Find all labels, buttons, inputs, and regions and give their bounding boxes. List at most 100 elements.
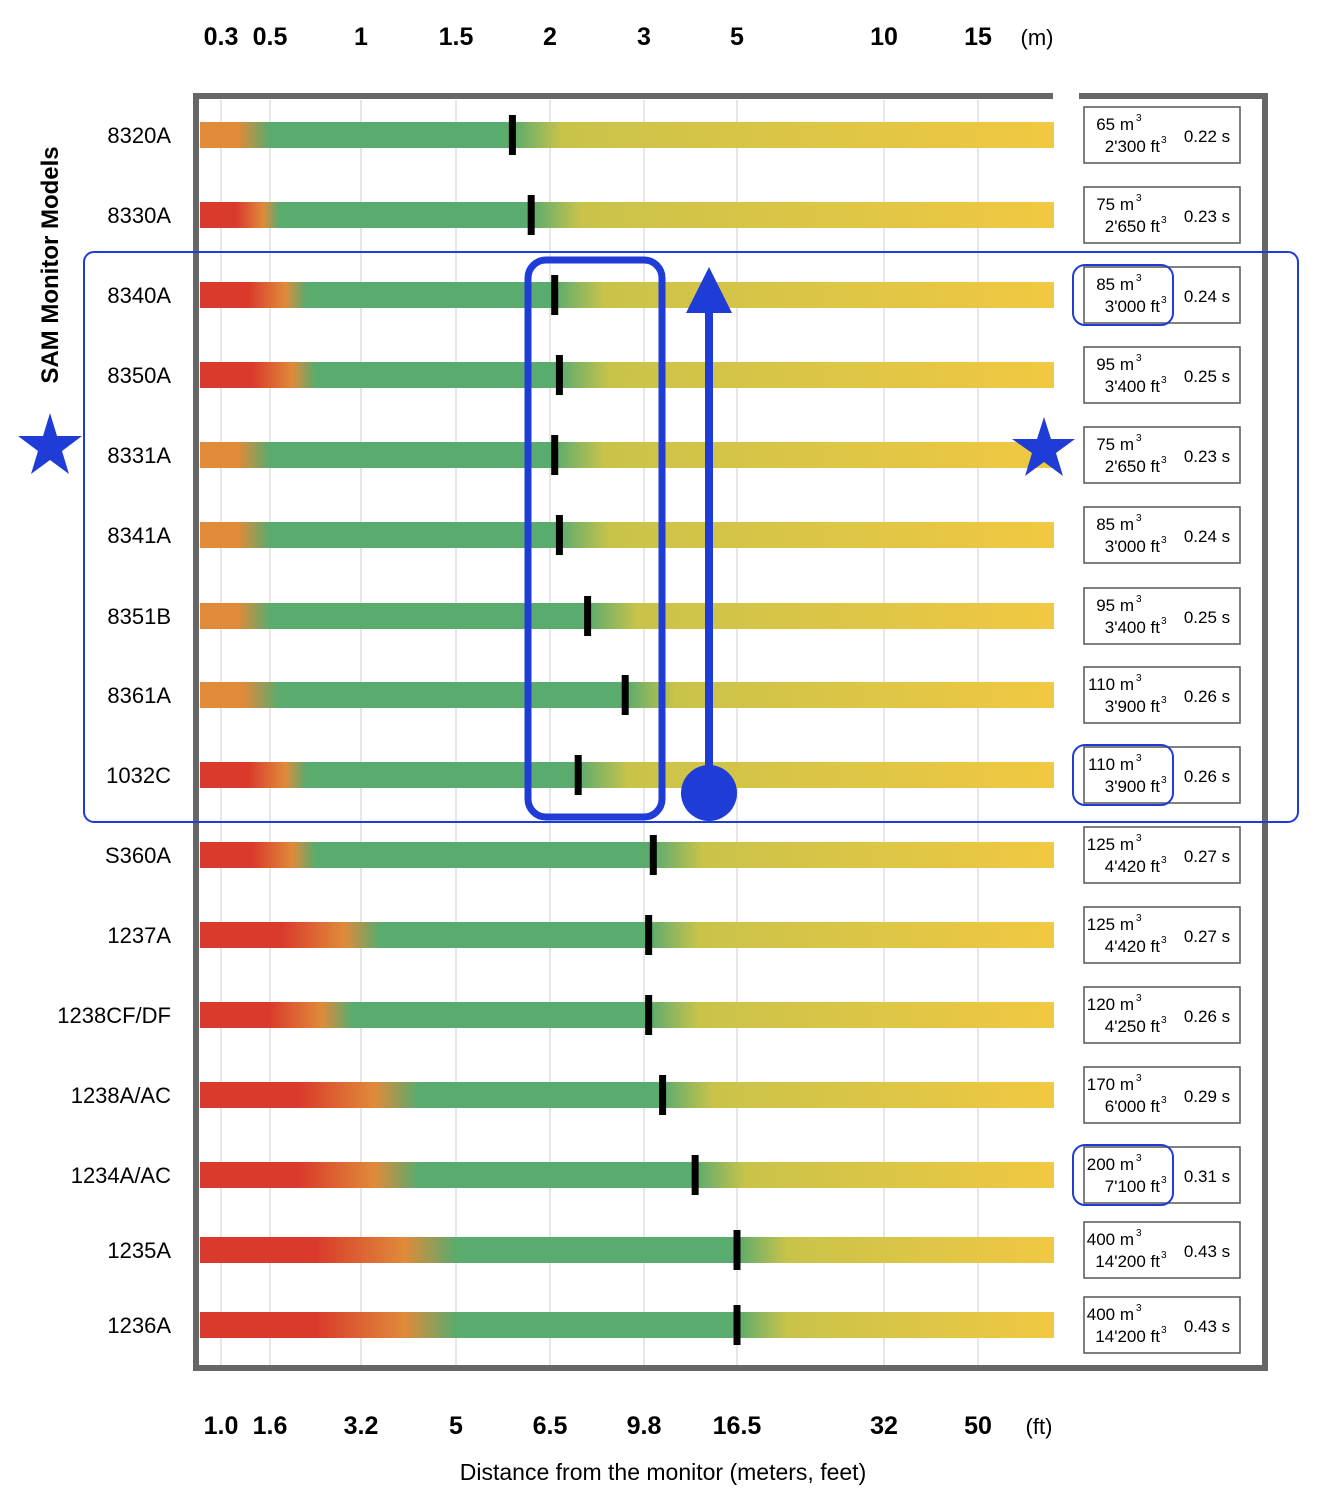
volume-highlight-box <box>1072 1144 1174 1206</box>
bottom-tick-label: 1.0 <box>204 1412 239 1440</box>
bottom-tick-label: 16.5 <box>713 1412 762 1440</box>
model-label: 8361A <box>107 683 171 708</box>
top-tick-label: 3 <box>637 23 651 51</box>
model-label: 8351B <box>107 604 171 629</box>
bottom-tick-label: 50 <box>964 1412 992 1440</box>
chart-frame <box>193 93 1268 1371</box>
cube-superscript: 3 <box>1136 1153 1142 1164</box>
top-tick-label: 15 <box>964 23 992 51</box>
volume-m3: 110 m <box>1088 675 1134 694</box>
cube-superscript: 3 <box>1136 993 1142 1004</box>
volume-highlight-box <box>1072 264 1174 326</box>
distance-bar <box>200 442 1054 468</box>
cube-superscript: 3 <box>1161 135 1167 146</box>
distance-bar <box>200 122 1054 148</box>
top-tick-label: 2 <box>543 23 557 51</box>
model-label: 1234A/AC <box>71 1163 171 1188</box>
distance-bar <box>200 362 1054 388</box>
recommended-distance-marker <box>733 1230 741 1270</box>
spec-box <box>1083 826 1241 884</box>
spec-box <box>1083 106 1241 164</box>
distance-bar <box>200 202 1054 228</box>
decay-time: 0.24 s <box>1184 287 1230 306</box>
cube-superscript: 3 <box>1161 616 1167 627</box>
recommended-distance-marker <box>527 195 535 235</box>
volume-ft3: 7'100 ft <box>1105 1177 1161 1196</box>
distance-bar <box>200 522 1054 548</box>
spec-box <box>1083 587 1241 645</box>
recommended-distance-marker <box>508 115 516 155</box>
recommended-distance-marker <box>551 435 559 475</box>
cube-superscript: 3 <box>1161 295 1167 306</box>
cube-superscript: 3 <box>1161 1250 1167 1261</box>
spec-box <box>1083 906 1241 964</box>
volume-ft3: 3'400 ft <box>1105 377 1161 396</box>
bottom-axis-unit: (ft) <box>1026 1414 1053 1439</box>
volume-m3: 125 m <box>1087 835 1134 854</box>
cube-superscript: 3 <box>1161 1325 1167 1336</box>
bottom-tick-label: 9.8 <box>627 1412 662 1440</box>
distance-bar <box>200 842 1054 868</box>
spec-box <box>1083 1146 1241 1204</box>
cube-superscript: 3 <box>1161 375 1167 386</box>
spec-box <box>1083 506 1241 564</box>
volume-ft3: 3'900 ft <box>1105 777 1161 796</box>
bottom-tick-label: 3.2 <box>344 1412 379 1440</box>
volume-ft3: 2'650 ft <box>1105 457 1161 476</box>
decay-time: 0.25 s <box>1184 608 1230 627</box>
room-volume-specs: 65 m 32'300 ft 3 0.22 s75 m 32'650 ft 3 0.23 s… <box>1072 106 1241 1354</box>
bottom-tick-label: 1.6 <box>253 1412 288 1440</box>
volume-ft3: 4'250 ft <box>1105 1017 1161 1036</box>
arrow-origin-dot <box>681 765 737 821</box>
recommended-distance-marker <box>551 275 559 315</box>
model-label: 1238A/AC <box>71 1083 171 1108</box>
top-tick-label: 1 <box>354 23 368 51</box>
model-label: 1235A <box>107 1238 171 1263</box>
grid-lines <box>220 100 979 1366</box>
cube-superscript: 3 <box>1161 215 1167 226</box>
top-axis-unit: (m) <box>1021 25 1054 50</box>
bottom-tick-label: 5 <box>449 1412 463 1440</box>
top-tick-label: 10 <box>870 23 898 51</box>
model-label: 8331A <box>107 443 171 468</box>
cube-superscript: 3 <box>1161 1095 1167 1106</box>
top-axis-meters: 0.3 0.5 1 1.5 2 3 5 10 15 (m) <box>204 23 1054 51</box>
volume-highlight-box <box>1072 744 1174 806</box>
volume-m3: 400 m <box>1087 1230 1134 1249</box>
cube-superscript: 3 <box>1136 1228 1142 1239</box>
volume-ft3: 3'900 ft <box>1105 697 1161 716</box>
cube-superscript: 3 <box>1136 353 1142 364</box>
cube-superscript: 3 <box>1136 1303 1142 1314</box>
recommended-distance-marker <box>555 355 563 395</box>
recommended-distance-marker <box>645 915 653 955</box>
decay-time: 0.26 s <box>1184 687 1230 706</box>
decay-time: 0.27 s <box>1184 927 1230 946</box>
bottom-axis-feet: 1.0 1.6 3.2 5 6.5 9.8 16.5 32 50 (ft) <box>204 1412 1053 1440</box>
decay-time: 0.22 s <box>1184 127 1230 146</box>
distance-bar <box>200 922 1054 948</box>
cube-superscript: 3 <box>1136 1073 1142 1084</box>
decay-time: 0.31 s <box>1184 1167 1230 1186</box>
volume-m3: 110 m <box>1088 755 1134 774</box>
recommended-distance-marker <box>621 675 629 715</box>
bottom-tick-label: 6.5 <box>533 1412 568 1440</box>
model-labels: 8320A 8330A 8340A 8350A 8331A 8341A 8351B 8361A… <box>57 123 171 1338</box>
spec-box <box>1083 186 1241 244</box>
model-label: S360A <box>105 843 171 868</box>
volume-ft3: 14'200 ft <box>1095 1252 1160 1271</box>
cube-superscript: 3 <box>1136 594 1142 605</box>
model-label: 8340A <box>107 283 171 308</box>
x-axis-label: Distance from the monitor (meters, feet) <box>460 1459 866 1485</box>
volume-m3: 85 m <box>1096 515 1134 534</box>
recommended-distance-marker <box>691 1155 699 1195</box>
spec-box <box>1083 746 1241 804</box>
decay-time: 0.25 s <box>1184 367 1230 386</box>
cube-superscript: 3 <box>1161 535 1167 546</box>
volume-ft3: 4'420 ft <box>1105 937 1161 956</box>
cube-superscript: 3 <box>1161 455 1167 466</box>
volume-ft3: 2'300 ft <box>1105 137 1161 156</box>
distance-bar <box>200 1162 1054 1188</box>
decay-time: 0.27 s <box>1184 847 1230 866</box>
decay-time: 0.24 s <box>1184 527 1230 546</box>
volume-m3: 400 m <box>1087 1305 1134 1324</box>
